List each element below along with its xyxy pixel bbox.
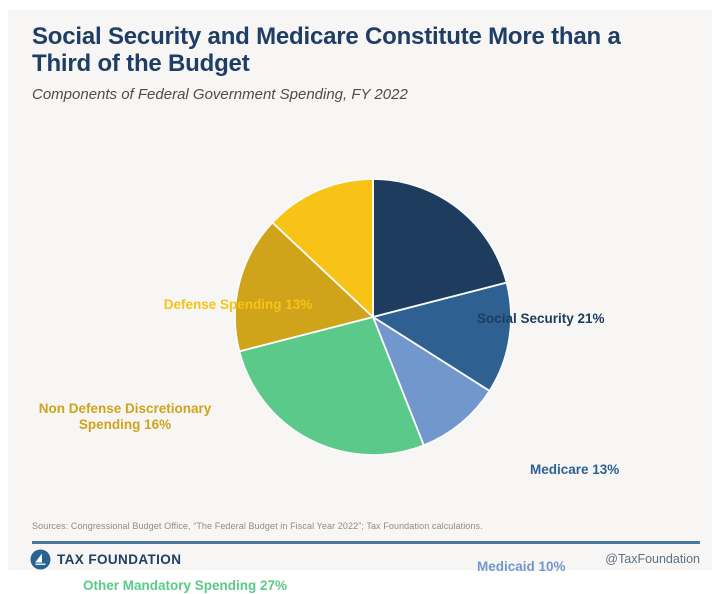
infographic-card: Social Security and Medicare Constitute … <box>8 10 712 593</box>
slice-label-non-defense-discretionary: Non Defense Discretionary Spending 16% <box>38 401 212 433</box>
pie-slice-defense-spending <box>271 178 374 318</box>
pie-slice-other-mandatory-spending <box>238 316 425 456</box>
footer-divider <box>32 541 700 544</box>
pie-slice-medicaid <box>372 316 491 447</box>
pie-svg <box>234 178 512 456</box>
slice-label-defense-spending: Defense Spending 13% <box>163 297 313 312</box>
pie-slice-non-defense-discretionary-spending <box>234 221 374 353</box>
pie-chart-area: Defense Spending 13% Non Defense Discret… <box>8 140 712 593</box>
sources-note: Sources: Congressional Budget Office, “T… <box>32 521 483 531</box>
page-subtitle: Components of Federal Government Spendin… <box>32 86 408 103</box>
slice-label-medicare: Medicare 13% <box>530 462 620 477</box>
pie-chart <box>233 177 513 457</box>
tax-foundation-logo-icon <box>30 549 51 570</box>
pie-slice-social-security <box>372 178 508 318</box>
slice-label-medicaid: Medicaid 10% <box>477 559 566 574</box>
brand-lockup: TAX FOUNDATION <box>30 549 181 570</box>
twitter-handle[interactable]: @TaxFoundation <box>605 552 700 566</box>
pie-slice-medicare <box>372 281 512 392</box>
page-title: Social Security and Medicare Constitute … <box>32 23 621 77</box>
brand-name: TAX FOUNDATION <box>57 552 182 567</box>
slice-label-social-security: Social Security 21% <box>477 311 605 326</box>
footer-bar: TAX FOUNDATION @TaxFoundation <box>30 549 700 573</box>
slice-label-other-mandatory-spending: Other Mandatory Spending 27% <box>82 578 288 593</box>
